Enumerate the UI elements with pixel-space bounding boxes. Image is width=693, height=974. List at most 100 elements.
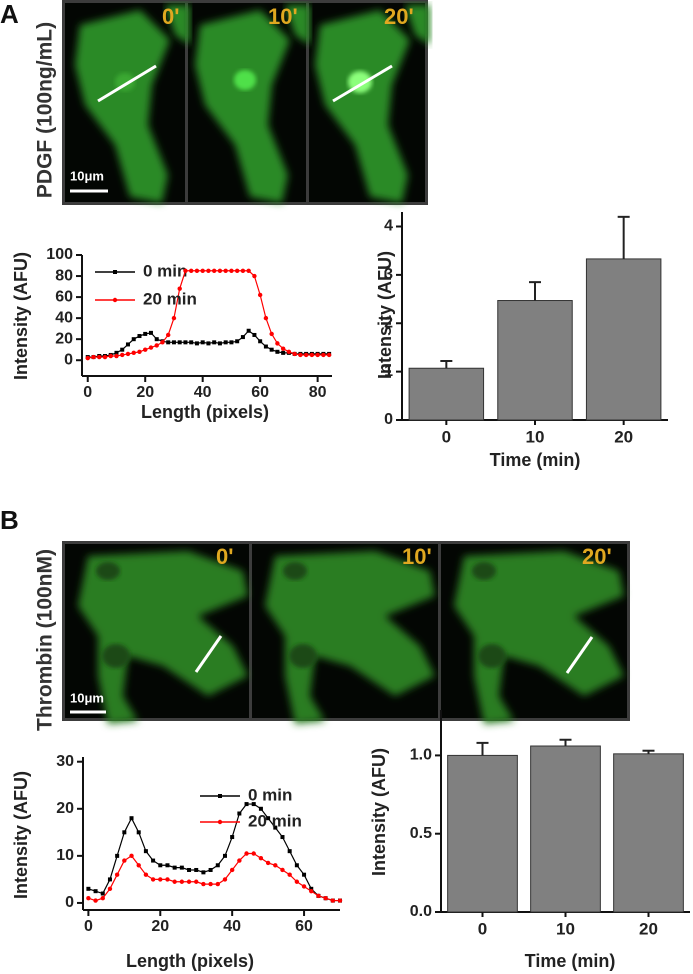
y-tick-label: 0.0 — [410, 903, 432, 920]
marker — [301, 884, 307, 889]
x-tick-label: 0 — [83, 384, 92, 401]
marker — [172, 865, 177, 870]
y-tick-label: 1 — [384, 363, 393, 380]
x-tick-label: 10 — [556, 919, 575, 938]
frame-label: 0' — [162, 4, 179, 29]
marker — [298, 352, 303, 358]
marker — [102, 354, 108, 360]
marker — [179, 879, 185, 884]
marker — [302, 872, 307, 877]
marker — [206, 341, 211, 346]
y-tick-label: 3 — [384, 266, 393, 283]
marker — [269, 331, 274, 337]
marker — [137, 349, 142, 354]
marker — [265, 860, 271, 866]
legend-marker — [217, 819, 223, 825]
frame-label: 10' — [402, 544, 432, 569]
marker — [258, 806, 263, 811]
marker — [194, 268, 200, 273]
x-tick-label: 40 — [223, 918, 241, 935]
marker — [194, 341, 199, 346]
marker — [309, 888, 314, 894]
marker — [143, 849, 148, 854]
marker — [251, 851, 256, 856]
marker — [273, 825, 278, 830]
marker — [143, 331, 148, 336]
marker — [280, 346, 286, 351]
scale-bar-label: 10μm — [70, 690, 104, 705]
x-tick-label: 0 — [478, 919, 487, 938]
marker — [154, 343, 159, 348]
y-tick-label: 10 — [56, 847, 74, 864]
y-tick-label: 0 — [65, 894, 74, 911]
marker — [120, 352, 125, 358]
legend-label: 20 min — [248, 811, 302, 830]
marker — [321, 352, 326, 358]
x-tick-label: 60 — [251, 384, 269, 401]
marker — [122, 830, 127, 835]
marker — [166, 332, 171, 338]
marker — [215, 881, 220, 887]
y-tick-label: 30 — [56, 753, 74, 770]
panel-label: A — [0, 0, 19, 29]
marker — [114, 872, 120, 877]
x-tick-label: 0 — [442, 427, 451, 446]
bar — [613, 753, 684, 913]
marker — [172, 879, 177, 884]
marker — [237, 811, 242, 816]
y-tick-label: 80 — [55, 267, 73, 284]
marker — [206, 268, 211, 273]
marker — [315, 352, 320, 358]
marker — [85, 355, 90, 361]
x-tick-label: 40 — [194, 384, 212, 401]
marker — [229, 268, 234, 273]
y-tick-label: 0.5 — [410, 825, 432, 842]
marker — [223, 268, 228, 273]
marker — [91, 354, 96, 360]
y-tick-label: 1.0 — [410, 747, 432, 764]
marker — [154, 337, 159, 342]
marker — [122, 858, 127, 863]
marker — [303, 352, 309, 358]
y-tick-label: 60 — [55, 288, 73, 305]
scale-bar-label: 10μm — [70, 168, 104, 183]
marker — [229, 867, 235, 873]
bar — [408, 367, 485, 421]
bar — [497, 300, 573, 421]
marker — [280, 835, 285, 840]
frame-label: 0' — [216, 544, 233, 569]
marker — [287, 849, 292, 854]
marker — [273, 863, 278, 868]
marker — [125, 342, 130, 347]
marker — [187, 867, 192, 872]
legend-marker — [112, 297, 118, 303]
marker — [143, 872, 149, 877]
marker — [240, 268, 246, 273]
panel-a-images: 0' 10' 20' 10μm — [62, 0, 430, 205]
legend-label: 0 min — [248, 785, 292, 804]
marker — [269, 347, 274, 352]
marker — [86, 896, 91, 901]
marker — [129, 853, 134, 859]
x-tick-label: 0 — [84, 918, 93, 935]
marker — [179, 865, 184, 870]
marker — [244, 802, 249, 807]
marker — [237, 858, 242, 863]
marker — [97, 354, 102, 360]
marker — [275, 349, 280, 354]
marker — [258, 339, 263, 344]
y-tick-label: 40 — [55, 309, 73, 326]
marker — [165, 877, 170, 882]
marker — [158, 863, 163, 868]
marker — [323, 896, 328, 901]
marker — [107, 877, 112, 882]
marker — [166, 340, 171, 345]
marker — [108, 353, 113, 359]
x-tick-label: 20 — [151, 918, 169, 935]
x-tick-label: 10 — [526, 427, 545, 446]
y-tick-label: 100 — [46, 246, 73, 263]
marker — [281, 350, 286, 355]
y-axis-title: Intensity (AFU) — [11, 771, 31, 899]
y-tick-label: 20 — [55, 330, 73, 347]
bar — [447, 754, 518, 913]
